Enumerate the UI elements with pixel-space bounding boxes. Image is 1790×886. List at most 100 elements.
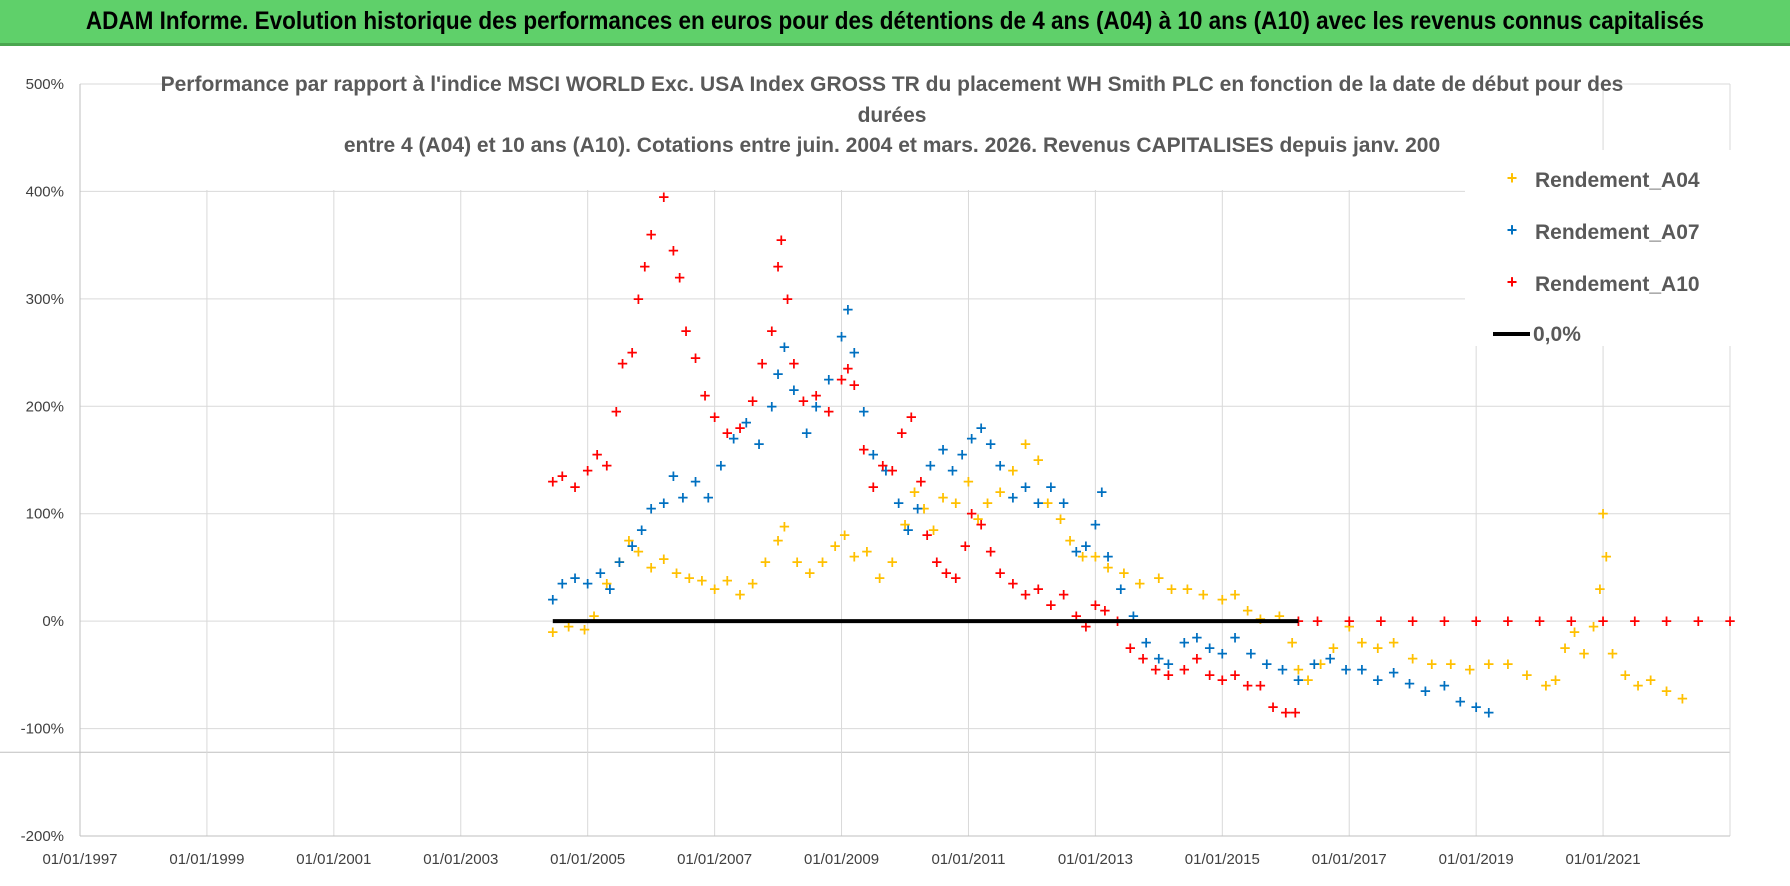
data-point: + — [569, 569, 582, 587]
data-point: + — [746, 575, 759, 593]
data-point: + — [1089, 596, 1102, 614]
data-point: + — [1019, 585, 1032, 603]
data-point: + — [1470, 698, 1483, 716]
y-tick-label: 100% — [26, 506, 64, 523]
data-point: + — [1229, 585, 1242, 603]
data-point: + — [1137, 650, 1150, 668]
data-point: + — [1470, 612, 1483, 630]
legend-label-a07: Rendement_A07 — [1535, 221, 1700, 244]
x-tick-label: 01/01/2019 — [1439, 851, 1514, 868]
data-point: + — [1521, 666, 1534, 684]
data-point: + — [1606, 644, 1619, 662]
y-tick-label: -200% — [21, 828, 64, 845]
data-point: + — [1064, 532, 1077, 550]
y-tick-label: 0% — [42, 613, 64, 630]
data-point: + — [788, 381, 801, 399]
data-point: + — [772, 258, 785, 276]
x-tick-label: 01/01/1997 — [42, 851, 117, 868]
data-point: + — [946, 462, 959, 480]
data-point: + — [594, 564, 607, 582]
data-point: + — [1102, 548, 1115, 566]
data-point: + — [613, 553, 626, 571]
data-point: + — [949, 494, 962, 512]
data-point: + — [1140, 634, 1153, 652]
data-point: + — [1540, 677, 1553, 695]
data-point: + — [1629, 612, 1642, 630]
data-point: + — [721, 424, 734, 442]
legend-label-a10: Rendement_A10 — [1535, 273, 1700, 296]
data-point: + — [908, 483, 921, 501]
data-point: + — [639, 258, 652, 276]
data-point: + — [1041, 494, 1054, 512]
data-point: + — [734, 419, 747, 437]
data-point: + — [896, 424, 909, 442]
x-axis-ticks: 01/01/1997 01/01/1999 01/01/2001 01/01/2003… — [42, 851, 1640, 868]
chart-title-line-3: entre 4 (A04) et 10 ans (A10). Cotations… — [344, 134, 1440, 157]
data-point: + — [1076, 548, 1089, 566]
data-point: + — [810, 387, 823, 405]
data-point: + — [927, 521, 940, 539]
data-point: + — [645, 499, 658, 517]
legend-background — [1465, 150, 1765, 346]
legend-marker-a07: + — [1507, 220, 1518, 240]
data-point: + — [797, 392, 810, 410]
data-point: + — [842, 301, 855, 319]
data-point: + — [632, 542, 645, 560]
data-point: + — [838, 526, 851, 544]
data-point: + — [1162, 655, 1175, 673]
data-point: + — [984, 435, 997, 453]
data-point: + — [861, 542, 874, 560]
data-point: + — [1314, 655, 1327, 673]
data-point: + — [835, 370, 848, 388]
data-point: + — [915, 472, 928, 490]
data-point: + — [626, 344, 639, 362]
data-point: + — [829, 537, 842, 555]
data-point: + — [1406, 650, 1419, 668]
data-point: + — [857, 403, 870, 421]
data-point: + — [1229, 628, 1242, 646]
data-point: + — [1327, 639, 1340, 657]
data-point: + — [734, 585, 747, 603]
data-point: + — [1045, 478, 1058, 496]
data-point: + — [626, 537, 639, 555]
y-tick-label: 300% — [26, 291, 64, 308]
data-point: + — [1216, 671, 1229, 689]
data-point: + — [677, 489, 690, 507]
data-point: + — [556, 467, 569, 485]
data-point: + — [1118, 564, 1131, 582]
data-point: + — [1191, 628, 1204, 646]
data-point: + — [1568, 623, 1581, 641]
data-point: + — [835, 327, 848, 345]
data-point: + — [1692, 612, 1705, 630]
series-a04: + + +++++++ ++ + + + ++++++++++++ ++++++++ ++++++… — [546, 435, 1688, 708]
data-point: + — [756, 354, 769, 372]
data-point: + — [1311, 612, 1324, 630]
data-point: + — [546, 623, 559, 641]
data-point: + — [772, 365, 785, 383]
data-point: + — [1241, 601, 1254, 619]
data-point: + — [683, 569, 696, 587]
y-tick-label: 400% — [26, 183, 64, 200]
data-point: + — [975, 515, 988, 533]
data-point: + — [556, 575, 569, 593]
data-point: + — [804, 564, 817, 582]
data-point: + — [1191, 650, 1204, 668]
series-a07: ++ + +++++++ ++++++++++++++++++++++++++++++… — [546, 301, 1495, 722]
data-point: + — [702, 489, 715, 507]
x-tick-label: 01/01/2005 — [550, 851, 625, 868]
data-point: + — [956, 446, 969, 464]
data-point: + — [546, 472, 559, 490]
data-point: + — [1340, 660, 1353, 678]
data-point: + — [1216, 591, 1229, 609]
data-point: + — [1057, 494, 1070, 512]
x-tick-label: 01/01/2007 — [677, 851, 752, 868]
data-point: + — [1241, 677, 1254, 695]
x-tick-label: 01/01/2017 — [1312, 851, 1387, 868]
data-point: + — [1444, 655, 1457, 673]
x-tick-label: 01/01/2003 — [423, 851, 498, 868]
data-point: + — [1102, 558, 1115, 576]
y-tick-label: 200% — [26, 398, 64, 415]
data-point: + — [1032, 580, 1045, 598]
data-point: + — [994, 456, 1007, 474]
data-point: + — [1045, 596, 1058, 614]
